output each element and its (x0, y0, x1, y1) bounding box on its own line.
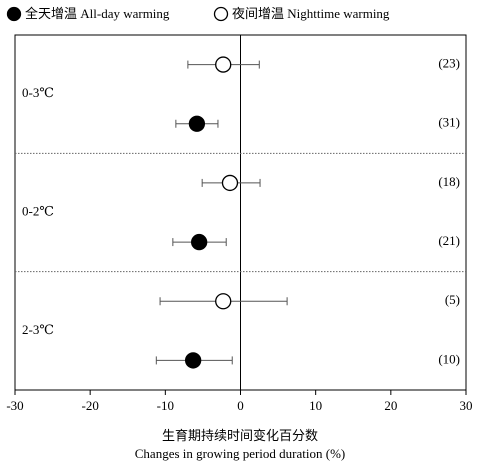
legend-label: 全天增温 All-day warming (25, 6, 170, 21)
sample-size-label: (5) (445, 292, 460, 307)
group-label: 0-2℃ (22, 203, 54, 218)
sample-size-label: (31) (438, 115, 460, 130)
sample-size-label: (21) (438, 233, 460, 248)
point (221, 174, 239, 192)
sample-size-label: (10) (438, 351, 460, 366)
point (191, 233, 208, 251)
legend-marker (213, 6, 229, 22)
point (188, 115, 206, 132)
point (215, 293, 232, 310)
x-tick-label: 20 (384, 398, 397, 413)
x-tick-label: 0 (237, 398, 244, 413)
x-tick-label: -20 (81, 398, 98, 413)
x-axis-label-cn: 生育期持续时间变化百分数 (162, 428, 318, 443)
x-tick-label: -30 (6, 398, 23, 413)
group-label: 2-3℃ (22, 322, 54, 337)
sample-size-label: (23) (438, 56, 460, 71)
point (184, 352, 202, 369)
legend-label: 夜间增温 Nighttime warming (232, 6, 390, 21)
x-tick-label: -10 (157, 398, 174, 413)
x-tick-label: 10 (309, 398, 322, 413)
x-axis-label: Changes in growing period duration (%) (135, 446, 345, 461)
x-tick-label: 30 (460, 398, 473, 413)
point (215, 56, 232, 73)
group-label: 0-3℃ (22, 85, 54, 100)
legend-marker (6, 6, 22, 22)
sample-size-label: (18) (438, 174, 460, 189)
